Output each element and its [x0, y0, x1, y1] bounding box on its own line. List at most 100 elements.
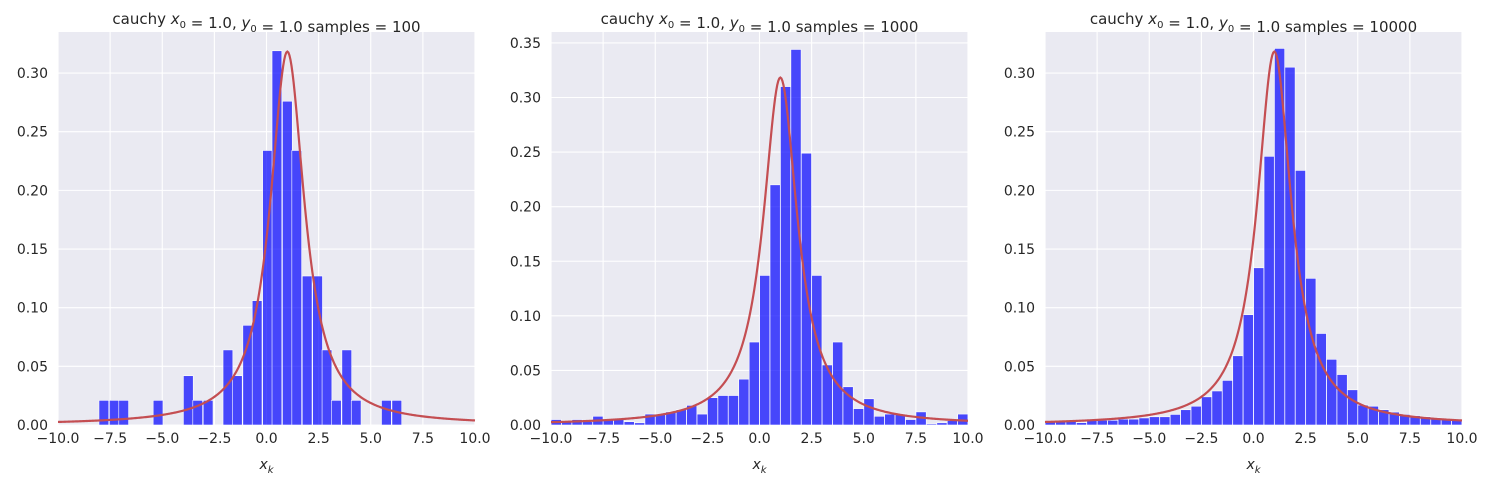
histogram-bar	[1253, 267, 1265, 426]
x-tick-label: 2.5	[307, 431, 329, 447]
x-tick-label: −10.0	[37, 431, 80, 447]
y-tick-label: 0.10	[510, 309, 541, 325]
histogram-bar	[905, 419, 917, 426]
histogram-bar	[873, 415, 885, 426]
histogram-bar	[946, 420, 958, 426]
histogram-bar	[192, 400, 203, 426]
x-tick-label: 7.5	[412, 431, 434, 447]
y-tick-label: 0.25	[510, 145, 541, 161]
x-tick-label: −10.0	[1024, 431, 1067, 447]
histogram-bar	[1222, 380, 1233, 426]
histogram-bar	[1326, 359, 1338, 426]
x-tick-label: 0.0	[255, 431, 277, 447]
y-tick-label: 0.15	[1004, 242, 1035, 258]
histogram-panel-1: −10.0 −7.5 −5.0 −2.5 0.0 2.5 5.0 7.5 10.0 0.00 0.0…	[17, 10, 491, 476]
x-tick-label: 5.0	[360, 431, 382, 447]
y-tick-label: 0.20	[17, 183, 48, 199]
y-tick-label: 0.25	[17, 125, 48, 141]
y-tick-label: 0.15	[17, 242, 48, 258]
histogram-bar	[1096, 420, 1108, 426]
histogram-panel-2: −10.0 −7.5 −5.0 −2.5 0.0 2.5 5.0 7.5 10.0 0.00 0.0…	[510, 10, 984, 476]
y-tick-label: 0.30	[17, 66, 48, 82]
histogram-bar	[381, 400, 392, 426]
chart-title: cauchy x0 = 1.0, y0 = 1.0 samples = 100	[112, 10, 420, 36]
y-tick-label: 0.30	[1004, 66, 1035, 82]
histogram-bar	[842, 386, 854, 426]
x-tick-label: −2.5	[1184, 431, 1218, 447]
x-tick-label: 5.0	[1347, 431, 1369, 447]
y-tick-label: 0.20	[510, 200, 541, 216]
y-tick-label: 0.25	[1004, 125, 1035, 141]
y-tick-label: 0.00	[17, 418, 48, 434]
histogram-bar	[769, 184, 781, 426]
histogram-bar	[350, 400, 362, 426]
cauchy-pdf-line	[1044, 50, 1463, 424]
x-tick-label: −7.5	[93, 431, 127, 447]
histogram-bar	[331, 400, 342, 426]
x-tick-label: −5.0	[638, 431, 672, 447]
histogram-bar	[232, 375, 243, 426]
histogram-bar	[321, 349, 333, 426]
y-tick-label: 0.10	[1004, 301, 1035, 317]
histogram-bar	[728, 395, 739, 426]
x-tick-label: −5.0	[1132, 431, 1166, 447]
histogram-bar	[1138, 417, 1150, 426]
x-tick-label: 7.5	[905, 431, 927, 447]
x-tick-label: 10.0	[952, 431, 983, 447]
chart-title: cauchy x0 = 1.0, y0 = 1.0 samples = 1000…	[1090, 10, 1417, 36]
histogram-bar	[1315, 333, 1327, 426]
x-tick-label: 2.5	[1294, 431, 1316, 447]
histogram-bar	[291, 150, 302, 426]
histogram-bar	[152, 400, 164, 426]
histogram-bar	[926, 423, 937, 426]
histogram-bar	[1336, 374, 1348, 426]
histogram-bar	[696, 413, 708, 426]
x-tick-label: 10.0	[459, 431, 490, 447]
histogram-bar	[623, 421, 635, 426]
histogram-bar	[853, 408, 864, 426]
x-tick-label: 10.0	[1446, 431, 1477, 447]
histogram-bar	[1211, 390, 1223, 426]
x-tick-label: −7.5	[586, 431, 620, 447]
histogram-bar	[1347, 389, 1358, 426]
histogram-bar	[1305, 278, 1317, 426]
histogram-bar	[202, 400, 214, 426]
histogram-bar	[1284, 66, 1296, 426]
histogram-bar	[1076, 422, 1087, 426]
x-tick-label: 7.5	[1399, 431, 1421, 447]
histogram-bar	[1201, 396, 1212, 426]
x-axis-label: xk	[1245, 457, 1261, 476]
histogram-bar	[759, 275, 771, 426]
x-tick-label: −10.0	[530, 431, 573, 447]
histogram-bar	[1357, 404, 1369, 426]
histogram-bar	[884, 413, 896, 426]
histogram-bar	[312, 275, 323, 426]
y-tick-label: 0.05	[17, 359, 48, 375]
histogram-bar	[341, 349, 352, 426]
histogram-bar	[109, 400, 120, 426]
x-tick-label: −2.5	[690, 431, 724, 447]
y-tick-label: 0.20	[1004, 183, 1035, 199]
histogram-bar	[1159, 416, 1171, 426]
x-axis-label: xk	[751, 457, 767, 476]
histogram-bar	[183, 375, 194, 426]
histogram-bar	[282, 100, 293, 426]
chart-title: cauchy x0 = 1.0, y0 = 1.0 samples = 1000	[601, 10, 919, 36]
x-tick-label: 0.0	[1242, 431, 1264, 447]
x-tick-label: −7.5	[1080, 431, 1114, 447]
histogram-bar	[707, 397, 718, 426]
y-tick-label: 0.00	[1004, 418, 1035, 434]
histogram-bar	[98, 400, 110, 426]
y-tick-label: 0.05	[510, 363, 541, 379]
y-tick-label: 0.00	[510, 418, 541, 434]
cauchy-pdf-line	[57, 50, 476, 424]
y-tick-label: 0.10	[17, 301, 48, 317]
y-tick-label: 0.05	[1004, 359, 1035, 375]
histogram-bar	[1128, 418, 1140, 426]
x-tick-label: −5.0	[145, 431, 179, 447]
histogram-bar	[1242, 314, 1254, 426]
histogram-bar	[748, 341, 760, 426]
histogram-panel-3: −10.0 −7.5 −5.0 −2.5 0.0 2.5 5.0 7.5 10.0 0.00 0.0…	[1004, 10, 1478, 476]
histogram-bar	[717, 395, 729, 426]
